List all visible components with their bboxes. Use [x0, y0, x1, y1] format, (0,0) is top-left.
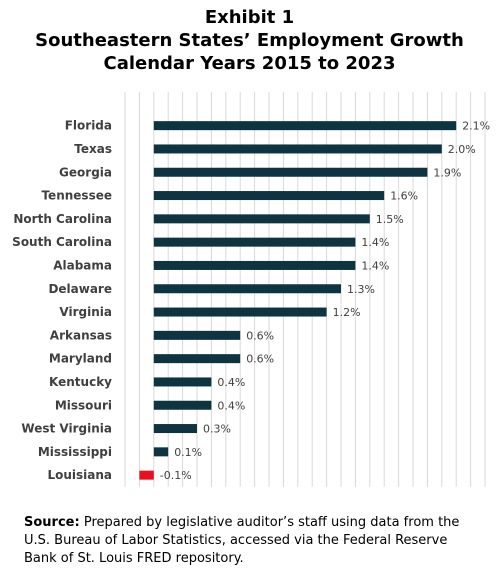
- value-label: 2.0%: [448, 143, 476, 156]
- category-label: Louisiana: [47, 468, 112, 482]
- bar-maryland: [153, 354, 241, 364]
- category-label: South Carolina: [12, 235, 112, 249]
- bar-south-carolina: [153, 237, 356, 247]
- category-labels: Florida Texas Georgia Tennessee North Caroli…: [12, 119, 112, 483]
- value-label: 0.3%: [203, 423, 231, 436]
- bar-georgia: [153, 167, 428, 177]
- value-label: 0.4%: [217, 376, 245, 389]
- value-label: 1.6%: [390, 190, 418, 203]
- bar-kentucky: [153, 377, 212, 387]
- bar-delaware: [153, 284, 341, 294]
- bar-virginia: [153, 307, 327, 317]
- bar-north-carolina: [153, 214, 370, 224]
- value-label: 0.4%: [217, 399, 245, 412]
- value-label: 1.3%: [347, 283, 375, 296]
- bar-west-virginia: [153, 424, 197, 434]
- bar-louisiana: [139, 470, 154, 480]
- category-label: Arkansas: [50, 328, 112, 342]
- source-label: Source:: [24, 515, 80, 530]
- category-label: West Virginia: [21, 422, 112, 436]
- category-label: Texas: [74, 142, 112, 156]
- chart-title: Exhibit 1 Southeastern States’ Employmen…: [0, 6, 499, 75]
- bar-texas: [153, 144, 442, 154]
- value-label: 1.2%: [333, 306, 361, 319]
- source-text: Prepared by legislative auditor’s staff …: [24, 515, 460, 566]
- category-label: North Carolina: [13, 212, 112, 226]
- title-line-2: Southeastern States’ Employment Growth: [35, 30, 464, 51]
- category-label: Tennessee: [41, 189, 112, 203]
- value-label: 0.6%: [246, 353, 274, 366]
- title-line-1: Exhibit 1: [204, 7, 295, 28]
- category-label: Missouri: [55, 398, 112, 412]
- bar-arkansas: [153, 330, 241, 340]
- bar-florida: [153, 121, 457, 131]
- title-line-3: Calendar Years 2015 to 2023: [103, 53, 396, 74]
- category-label: Mississippi: [38, 445, 112, 459]
- bar-mississippi: [153, 447, 169, 457]
- bar-alabama: [153, 260, 356, 270]
- category-label: Alabama: [53, 258, 112, 272]
- value-label: 0.6%: [246, 329, 274, 342]
- category-label: Maryland: [49, 352, 112, 366]
- bar-missouri: [153, 400, 212, 410]
- value-label: -0.1%: [160, 469, 192, 482]
- value-label: 1.5%: [376, 213, 404, 226]
- value-label: 1.4%: [361, 236, 389, 249]
- category-label: Virginia: [59, 305, 112, 319]
- value-label: 1.9%: [433, 166, 461, 179]
- value-label: 1.4%: [361, 259, 389, 272]
- bar-chart: Florida Texas Georgia Tennessee North Caroli…: [12, 92, 490, 487]
- value-label: 0.1%: [174, 446, 202, 459]
- source-note: Source: Prepared by legislative auditor’…: [24, 514, 484, 568]
- bar-tennessee: [153, 191, 385, 201]
- category-label: Delaware: [48, 282, 112, 296]
- bars: [139, 121, 457, 480]
- category-label: Florida: [65, 119, 112, 133]
- value-labels: 2.1% 2.0% 1.9% 1.6% 1.5% 1.4% 1.4% 1.3% 1.2% 0.6%…: [160, 120, 490, 483]
- value-label: 2.1%: [462, 120, 490, 133]
- category-label: Kentucky: [49, 375, 112, 389]
- category-label: Georgia: [59, 165, 112, 179]
